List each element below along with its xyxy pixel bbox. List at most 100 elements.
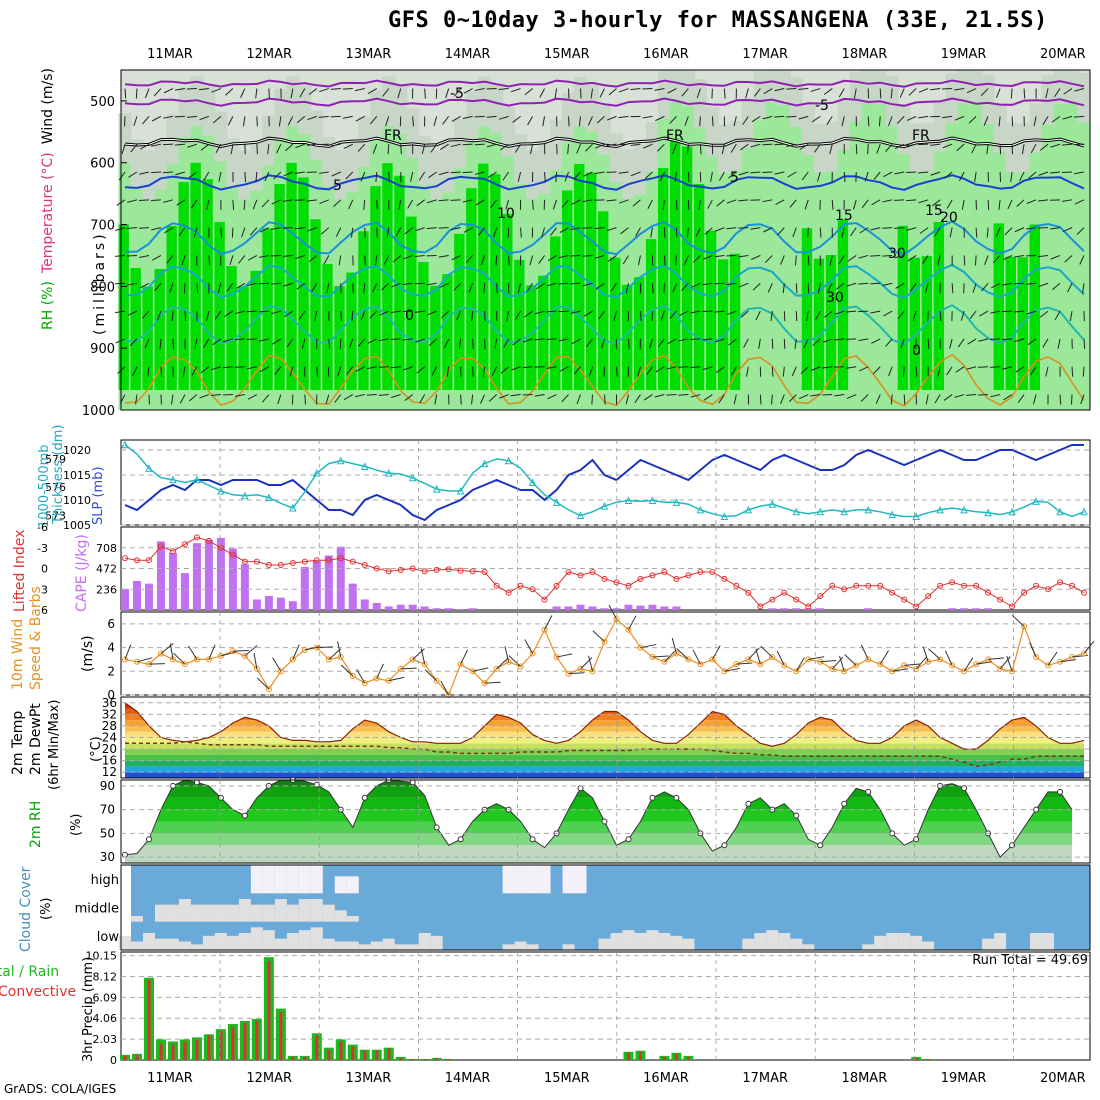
cloud-low-bar — [658, 933, 671, 950]
li-marker — [457, 567, 464, 574]
wind-barb — [738, 282, 749, 288]
li-marker — [937, 582, 944, 589]
wind-barb — [287, 116, 294, 126]
pressure-tick: 900 — [90, 342, 115, 357]
wind-speed-marker — [373, 675, 380, 682]
li-marker — [625, 582, 632, 589]
wind-barb — [656, 143, 665, 152]
wind-barb — [342, 88, 353, 90]
thickness-marker — [169, 475, 177, 484]
wind-barb — [774, 171, 785, 175]
wind-barb — [127, 199, 138, 203]
wind-speed-marker — [1045, 662, 1052, 669]
rh-shade-high — [370, 186, 381, 390]
li-marker — [193, 534, 200, 541]
wind-barb — [930, 171, 941, 176]
li-marker — [505, 589, 512, 596]
wind-barb — [366, 366, 377, 370]
wind-barb — [391, 394, 401, 398]
wind-barb — [743, 338, 749, 348]
wind-barb — [121, 144, 126, 154]
wind-barb — [882, 227, 893, 229]
wind-barb — [453, 88, 462, 97]
surface-wind-barb — [496, 657, 509, 670]
wind-barb — [188, 394, 198, 402]
cloud-low-bar — [166, 938, 179, 950]
temp-contour-minus10 — [124, 79, 1085, 88]
wind-speed-marker — [325, 656, 332, 663]
wind-barb — [402, 282, 413, 286]
surface-wind-barb — [860, 644, 869, 660]
cloud-high-bar — [538, 865, 551, 894]
wind-barb — [803, 338, 809, 349]
wind-barb — [462, 115, 473, 119]
surface-wind-barb — [256, 677, 270, 690]
wind-barb — [971, 143, 977, 154]
wind-barb — [937, 366, 941, 377]
wind-barb — [451, 255, 461, 261]
rh-marker — [913, 836, 920, 843]
wind-speed-marker — [433, 677, 440, 684]
cape-bar — [948, 608, 957, 610]
temp-contour-15 — [124, 263, 1085, 300]
wind-barb — [249, 227, 258, 236]
wind-barb — [834, 394, 845, 397]
contour-label: 10 — [497, 206, 515, 222]
temp-unit: (°C) — [89, 736, 104, 762]
wind-barb — [561, 394, 569, 403]
wind-barb — [372, 283, 378, 293]
precip-tick: 10.15 — [86, 950, 118, 963]
wind-barb — [542, 116, 546, 127]
wind-barb — [140, 143, 150, 150]
rh-shade-high — [454, 233, 465, 390]
wind-barb — [472, 338, 474, 349]
wind-barb — [990, 394, 1001, 398]
wind-barb — [663, 283, 665, 294]
cloud-ylabel: Cloud Cover — [18, 866, 34, 952]
precip-convective-bar — [327, 1049, 331, 1060]
cloud-low-bar — [526, 944, 539, 950]
wind-barb — [486, 143, 497, 148]
wind-barb — [385, 116, 390, 127]
wind-speed-marker — [925, 658, 932, 665]
wind-barb — [643, 394, 653, 401]
wind-barb — [922, 255, 929, 264]
cloud-low-bar — [226, 935, 239, 950]
surface-wind-barb — [136, 657, 153, 663]
wind-barb — [558, 282, 569, 285]
cloud-low-bar — [310, 927, 323, 950]
thickness-marker — [720, 512, 729, 520]
cape-bar — [348, 583, 357, 610]
rh-shade-high — [514, 259, 525, 390]
surface-wind-barb — [724, 667, 741, 672]
wind-barb — [1010, 171, 1013, 182]
wind-barb — [657, 338, 665, 348]
rh-marker — [409, 779, 416, 786]
cloud-middle-bar — [178, 899, 191, 922]
li-marker — [541, 596, 548, 603]
wind-barb — [858, 366, 869, 372]
precip-convective-bar — [399, 1057, 403, 1060]
wind-barb — [404, 227, 414, 235]
precip-convective-bar — [159, 1043, 163, 1060]
precip-ylabel: 3hr Precip (mm) — [81, 957, 96, 1062]
wind-barb — [352, 283, 354, 294]
cape-bar — [276, 597, 285, 610]
rh-band — [125, 785, 1073, 798]
wind-barb — [1017, 394, 1025, 403]
surface-wind-barb — [988, 657, 1005, 660]
contour-label: 0 — [405, 308, 414, 324]
wind-barb — [758, 338, 761, 349]
rh-shade-high — [1005, 256, 1016, 390]
surface-wind-barb — [188, 645, 198, 660]
wind-barb — [390, 310, 401, 314]
cloud-low-bar — [922, 941, 935, 950]
wind-barb — [175, 171, 186, 176]
wind-barb — [372, 144, 378, 154]
day-label-top: 20MAR — [1040, 47, 1086, 62]
wind-barb — [678, 366, 689, 368]
wind-barb — [870, 254, 881, 257]
wind-barb — [410, 171, 414, 182]
wind-barb — [606, 199, 617, 202]
slp-tick: 1005 — [63, 519, 91, 532]
